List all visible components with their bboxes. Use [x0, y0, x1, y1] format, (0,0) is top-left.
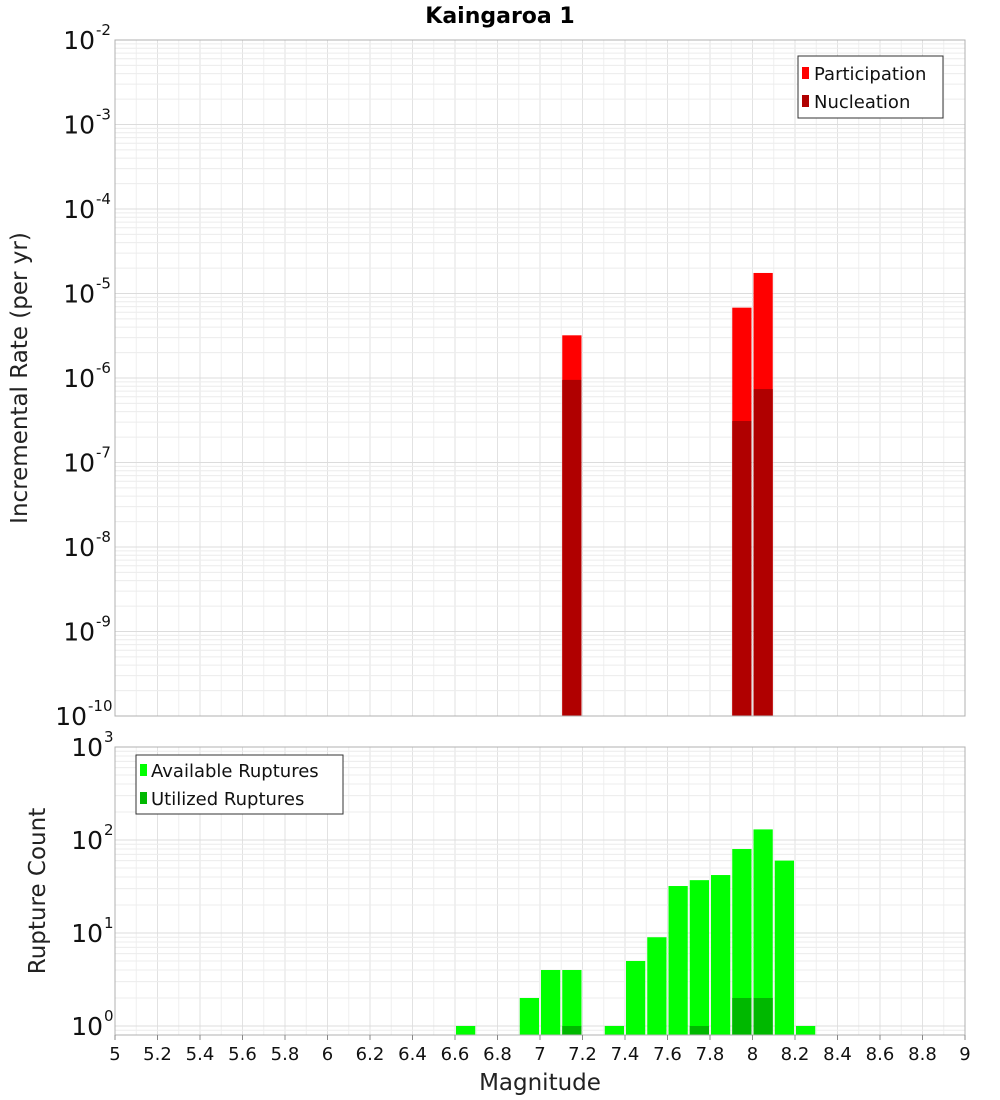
bottom-ytick-base-2: 10	[71, 919, 103, 948]
x-tick-8: 6.6	[441, 1044, 470, 1065]
top-ytick-exp-2: -4	[96, 190, 111, 208]
x-tick-12: 7.4	[611, 1044, 640, 1065]
x-tick-17: 8.4	[823, 1044, 852, 1065]
legend-label-available: Available Ruptures	[151, 761, 319, 782]
bottom-bar-available-ruptures-13	[796, 1025, 816, 1035]
bottom-bar-available-ruptures-2	[541, 969, 561, 1035]
incremental-rate-panel: 10-210-310-410-510-610-710-810-910-10 In…	[7, 21, 966, 731]
bottom-bar-available-ruptures-6	[647, 937, 667, 1035]
top-bar-nucleation-1	[732, 420, 752, 716]
top-ytick-base-5: 10	[63, 449, 95, 478]
top-ytick-exp-0: -2	[96, 21, 111, 39]
top-ytick-exp-1: -3	[96, 106, 111, 124]
x-tick-1: 5.2	[143, 1044, 172, 1065]
bottom-bar-available-ruptures-5	[626, 960, 646, 1035]
top-bar-nucleation-0	[562, 379, 582, 716]
top-gridlines	[114, 40, 966, 717]
x-tick-18: 8.6	[866, 1044, 895, 1065]
x-tick-20: 9	[959, 1044, 970, 1065]
x-tick-6: 6.2	[356, 1044, 385, 1065]
top-ytick-exp-7: -9	[96, 613, 111, 631]
x-tick-5: 6	[322, 1044, 333, 1065]
top-ytick-base-4: 10	[63, 364, 95, 393]
top-ytick-base-0: 10	[63, 26, 95, 55]
top-ytick-base-6: 10	[63, 533, 95, 562]
x-tick-2: 5.4	[186, 1044, 215, 1065]
bottom-bar-available-ruptures-0	[456, 1025, 476, 1035]
bottom-legend: Available Ruptures Utilized Ruptures	[135, 754, 344, 815]
top-y-tick-labels: 10-210-310-410-510-610-710-810-910-10	[55, 21, 112, 731]
top-ytick-exp-4: -6	[96, 359, 111, 377]
bottom-bar-utilized-ruptures-2	[732, 997, 752, 1035]
x-tick-0: 5	[109, 1044, 120, 1065]
legend-swatch-available	[140, 764, 147, 776]
bottom-bar-available-ruptures-11	[753, 829, 773, 1035]
top-plot-frame	[114, 39, 966, 717]
top-legend: Participation Nucleation	[797, 55, 944, 119]
x-axis-title: Magnitude	[479, 1070, 601, 1096]
bottom-ytick-exp-0: 3	[104, 728, 114, 746]
x-tick-11: 7.2	[568, 1044, 597, 1065]
x-tick-7: 6.4	[398, 1044, 427, 1065]
bottom-ytick-exp-2: 1	[104, 914, 114, 932]
bottom-bar-utilized-ruptures-0	[562, 1025, 582, 1035]
x-tick-9: 6.8	[483, 1044, 512, 1065]
top-ytick-exp-5: -7	[96, 444, 111, 462]
bottom-ytick-exp-1: 2	[104, 821, 114, 839]
x-tick-4: 5.8	[271, 1044, 300, 1065]
bottom-bars	[456, 829, 816, 1035]
bottom-ytick-base-1: 10	[71, 826, 103, 855]
top-ytick-base-7: 10	[63, 618, 95, 647]
top-bars	[562, 272, 773, 716]
bottom-bar-available-ruptures-1	[519, 997, 539, 1035]
bottom-bar-available-ruptures-9	[711, 875, 731, 1035]
x-tick-16: 8.2	[781, 1044, 810, 1065]
legend-swatch-participation	[802, 67, 809, 79]
top-ytick-exp-8: -10	[88, 697, 113, 715]
bottom-ytick-base-0: 10	[71, 733, 103, 762]
top-ytick-base-2: 10	[63, 195, 95, 224]
legend-label-participation: Participation	[814, 64, 926, 85]
legend-swatch-nucleation	[802, 95, 809, 107]
legend-label-utilized: Utilized Ruptures	[151, 789, 304, 810]
x-tick-3: 5.6	[228, 1044, 257, 1065]
top-ytick-base-3: 10	[63, 280, 95, 309]
bottom-y-axis-title: Rupture Count	[25, 808, 51, 974]
legend-label-nucleation: Nucleation	[814, 92, 910, 113]
x-tick-labels: 5 5.2 5.4 5.6 5.8 6 6.2 6.4 6.6 6.8 7 7.2 7.4 7.6 7.8 8…	[109, 1035, 971, 1065]
bottom-ytick-base-3: 10	[71, 1012, 103, 1041]
x-tick-14: 7.8	[696, 1044, 725, 1065]
top-ytick-base-1: 10	[63, 111, 95, 140]
bottom-bar-utilized-ruptures-3	[753, 997, 773, 1035]
legend-swatch-utilized	[140, 792, 147, 804]
x-tick-13: 7.6	[653, 1044, 682, 1065]
bottom-bar-available-ruptures-4	[604, 1025, 624, 1035]
top-y-axis-title: Incremental Rate (per yr)	[7, 232, 33, 524]
bottom-bar-available-ruptures-7	[668, 886, 688, 1035]
bottom-ytick-exp-3: 0	[104, 1007, 114, 1025]
x-tick-19: 8.8	[908, 1044, 937, 1065]
bottom-bar-utilized-ruptures-1	[689, 1025, 709, 1035]
bottom-bar-available-ruptures-8	[689, 880, 709, 1035]
x-tick-10: 7	[534, 1044, 545, 1065]
top-ytick-exp-3: -5	[96, 275, 111, 293]
bottom-bar-available-ruptures-10	[732, 849, 752, 1035]
top-bar-nucleation-2	[753, 389, 773, 716]
top-ytick-base-8: 10	[55, 702, 87, 731]
bottom-bar-available-ruptures-3	[562, 969, 582, 1035]
bottom-bar-available-ruptures-12	[774, 860, 794, 1035]
top-ytick-exp-6: -8	[96, 528, 111, 546]
chart-title: Kaingaroa 1	[425, 4, 574, 29]
x-tick-15: 8	[747, 1044, 758, 1065]
